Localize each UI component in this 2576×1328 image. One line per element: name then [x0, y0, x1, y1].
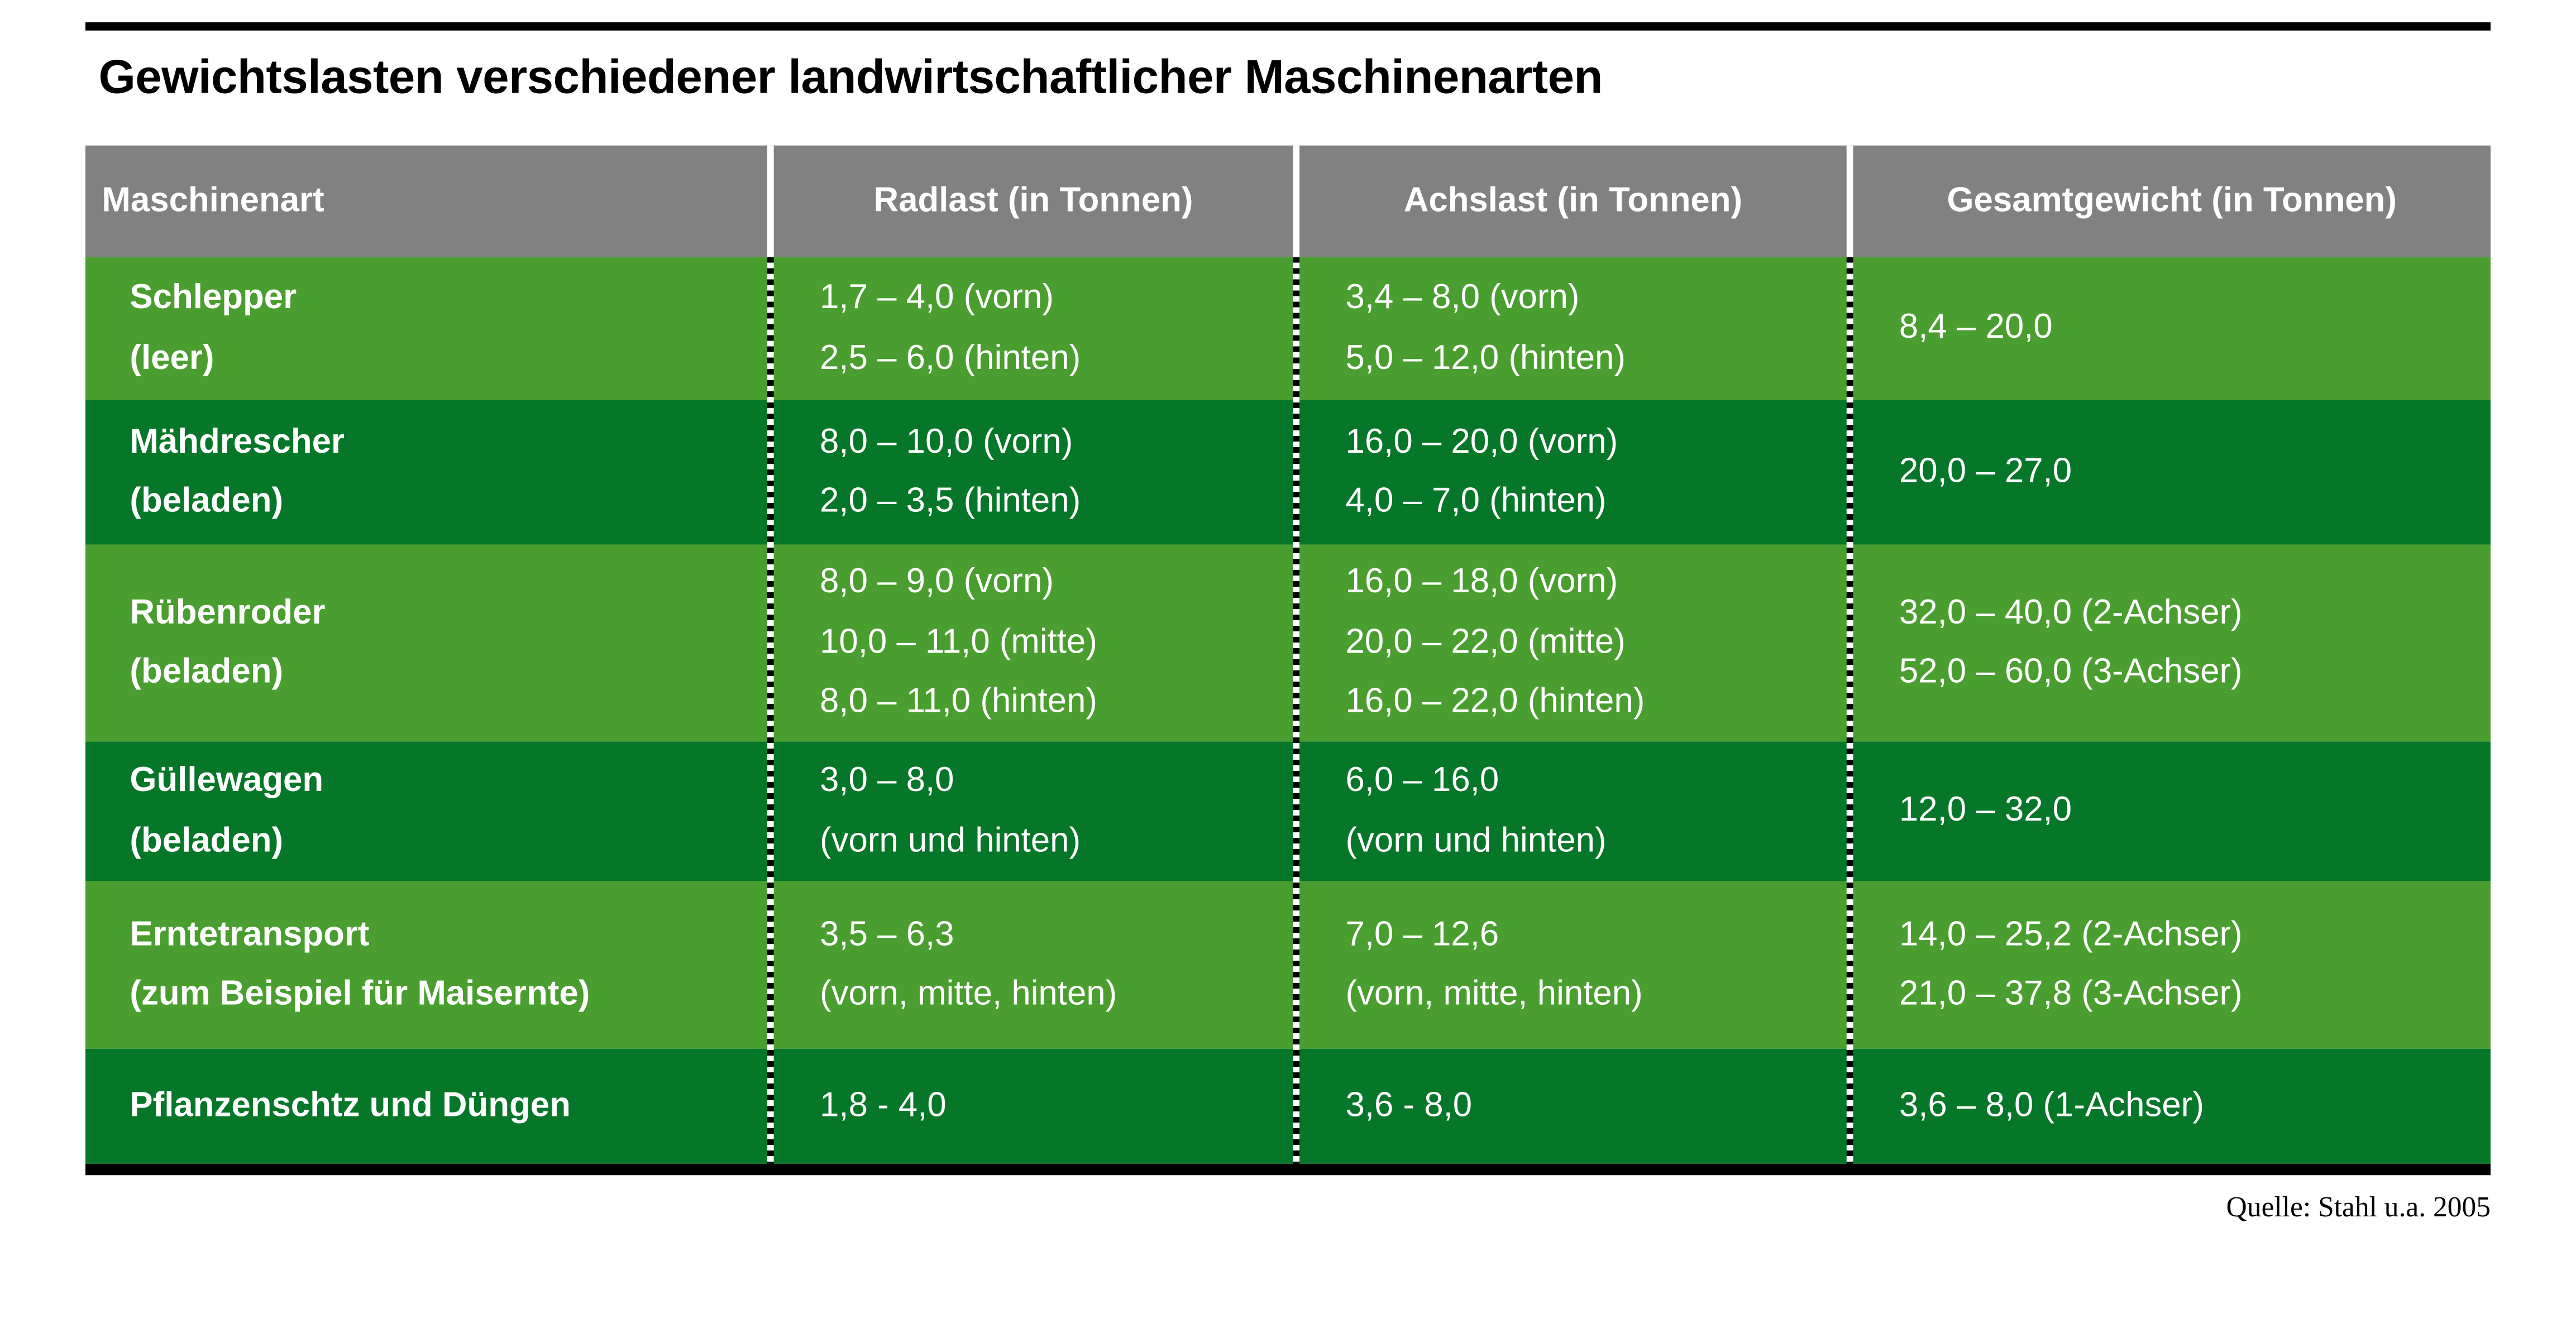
weight-load-table: Maschinenart Radlast (in Tonnen) Achslas… [85, 146, 2491, 1176]
machine-name-line: Rübenroder [130, 593, 326, 631]
machine-name-line: Mähdrescher [130, 423, 345, 461]
cell-radlast: 3,5 – 6,3 (vorn, mitte, hinten) [774, 881, 1299, 1049]
cell-gesamtgewicht: 12,0 – 32,0 [1853, 742, 2491, 881]
table-row: Mähdrescher (beladen) 8,0 – 10,0 (vorn) 2,0… [85, 400, 2491, 545]
value-line: 10,0 – 11,0 (mitte) [820, 623, 1097, 661]
cell-gesamtgewicht: 20,0 – 27,0 [1853, 400, 2491, 545]
value-line: 8,0 – 11,0 (hinten) [820, 683, 1097, 721]
header-cell-radlast: Radlast (in Tonnen) [873, 182, 1193, 220]
machine-name-line: (beladen) [130, 821, 284, 860]
table-body: Schlepper (leer) 1,7 – 4,0 (vorn) 2,5 – 6,0… [85, 257, 2491, 1164]
cell-radlast: 1,7 – 4,0 (vorn) 2,5 – 6,0 (hinten) [774, 257, 1299, 400]
value-line: 16,0 – 20,0 (vorn) [1345, 423, 1618, 461]
column-separator [1293, 146, 1300, 258]
cell-maschinenart: Schlepper (leer) [85, 257, 774, 400]
top-rule [85, 22, 2491, 31]
header-cell-gesamtgewicht: Gesamtgewicht (in Tonnen) [1947, 182, 2397, 220]
cell-achslast: 3,4 – 8,0 (vorn) 5,0 – 12,0 (hinten) [1299, 257, 1853, 400]
cell-maschinenart: Pflanzenschtz und Düngen [85, 1049, 774, 1164]
header-row: Maschinenart Radlast (in Tonnen) Achslas… [85, 146, 2491, 258]
value-line: 5,0 – 12,0 (hinten) [1345, 338, 1626, 377]
value-line: 21,0 – 37,8 (3-Achser) [1899, 975, 2243, 1013]
column-separator [1846, 146, 1853, 258]
cell-maschinenart: Erntetransport (zum Beispiel für Maisernt… [85, 881, 774, 1049]
machine-name-line: (beladen) [130, 482, 284, 521]
machine-name-line: Pflanzenschtz und Düngen [130, 1086, 571, 1124]
cell-radlast: 8,0 – 9,0 (vorn) 10,0 – 11,0 (mitte) 8,0 –… [774, 545, 1299, 742]
cell-radlast: 3,0 – 8,0 (vorn und hinten) [774, 742, 1299, 881]
machine-name-line: (leer) [130, 338, 214, 377]
value-line: 1,8 - 4,0 [820, 1086, 947, 1124]
cell-achslast: 7,0 – 12,6 (vorn, mitte, hinten) [1299, 881, 1853, 1049]
table-row: Schlepper (leer) 1,7 – 4,0 (vorn) 2,5 – 6,0… [85, 257, 2491, 401]
machine-name-line: Schlepper [130, 279, 297, 317]
value-line: 8,4 – 20,0 [1899, 309, 2053, 347]
value-line: (vorn und hinten) [820, 821, 1081, 860]
table-row: Pflanzenschtz und Düngen 1,8 - 4,0 3,6 - 8… [85, 1049, 2491, 1164]
value-line: 8,0 – 9,0 (vorn) [820, 563, 1054, 601]
value-line: (vorn, mitte, hinten) [820, 975, 1117, 1013]
value-line: 12,0 – 32,0 [1899, 792, 2072, 830]
table-row: Güllewagen (beladen) 3,0 – 8,0 (vorn und hi… [85, 742, 2491, 882]
value-line: 3,0 – 8,0 [820, 761, 954, 800]
dotted-column-separator [767, 257, 774, 1164]
value-line: 8,0 – 10,0 (vorn) [820, 423, 1073, 461]
cell-achslast: 6,0 – 16,0 (vorn und hinten) [1299, 742, 1853, 881]
cell-maschinenart: Mähdrescher (beladen) [85, 400, 774, 545]
column-separator [767, 146, 774, 258]
cell-gesamtgewicht: 32,0 – 40,0 (2-Achser) 52,0 – 60,0 (3-Ach… [1853, 545, 2491, 742]
machine-name-line: (beladen) [130, 653, 284, 692]
table-row: Erntetransport (zum Beispiel für Maisernt… [85, 881, 2491, 1049]
cell-radlast: 1,8 - 4,0 [774, 1049, 1299, 1164]
cell-maschinenart: Rübenroder (beladen) [85, 545, 774, 742]
value-line: 52,0 – 60,0 (3-Achser) [1899, 653, 2243, 692]
value-line: 2,0 – 3,5 (hinten) [820, 482, 1081, 521]
value-line: 3,6 - 8,0 [1345, 1086, 1473, 1124]
value-line: 4,0 – 7,0 (hinten) [1345, 482, 1607, 521]
value-line: 14,0 – 25,2 (2-Achser) [1899, 915, 2243, 953]
infographic: Gewichtslasten verschiedener landwirtsch… [0, 22, 2576, 1328]
value-line: 3,5 – 6,3 [820, 915, 954, 953]
cell-radlast: 8,0 – 10,0 (vorn) 2,0 – 3,5 (hinten) [774, 400, 1299, 545]
machine-name-line: Erntetransport [130, 915, 370, 953]
value-line: 2,5 – 6,0 (hinten) [820, 338, 1081, 377]
table-row: Rübenroder (beladen) 8,0 – 9,0 (vorn) 10,0 … [85, 545, 2491, 742]
cell-gesamtgewicht: 8,4 – 20,0 [1853, 257, 2491, 400]
cell-achslast: 3,6 - 8,0 [1299, 1049, 1853, 1164]
header-cell-maschinenart: Maschinenart [102, 182, 324, 220]
bottom-rule [85, 1164, 2491, 1176]
value-line: 6,0 – 16,0 [1345, 761, 1499, 800]
dotted-column-separator [1846, 257, 1853, 1164]
value-line: 16,0 – 18,0 (vorn) [1345, 563, 1618, 601]
cell-gesamtgewicht: 14,0 – 25,2 (2-Achser) 21,0 – 37,8 (3-Ach… [1853, 881, 2491, 1049]
page-title: Gewichtslasten verschiedener landwirtsch… [98, 51, 1603, 105]
value-line: (vorn und hinten) [1345, 821, 1607, 860]
value-line: 7,0 – 12,6 [1345, 915, 1499, 953]
cell-achslast: 16,0 – 20,0 (vorn) 4,0 – 7,0 (hinten) [1299, 400, 1853, 545]
cell-gesamtgewicht: 3,6 – 8,0 (1-Achser) [1853, 1049, 2491, 1164]
value-line: (vorn, mitte, hinten) [1345, 975, 1643, 1013]
value-line: 3,4 – 8,0 (vorn) [1345, 279, 1580, 317]
value-line: 32,0 – 40,0 (2-Achser) [1899, 593, 2243, 631]
value-line: 1,7 – 4,0 (vorn) [820, 279, 1054, 317]
source-note: Quelle: Stahl u.a. 2005 [2226, 1190, 2491, 1224]
dotted-column-separator [1293, 257, 1300, 1164]
header-cell-achslast: Achslast (in Tonnen) [1403, 182, 1743, 220]
value-line: 3,6 – 8,0 (1-Achser) [1899, 1086, 2204, 1124]
cell-achslast: 16,0 – 18,0 (vorn) 20,0 – 22,0 (mitte) 16,… [1299, 545, 1853, 742]
cell-maschinenart: Güllewagen (beladen) [85, 742, 774, 881]
machine-name-line: Güllewagen [130, 761, 324, 800]
machine-name-line: (zum Beispiel für Maisernte) [130, 975, 590, 1013]
value-line: 16,0 – 22,0 (hinten) [1345, 683, 1645, 721]
value-line: 20,0 – 27,0 [1899, 452, 2072, 491]
value-line: 20,0 – 22,0 (mitte) [1345, 623, 1626, 661]
